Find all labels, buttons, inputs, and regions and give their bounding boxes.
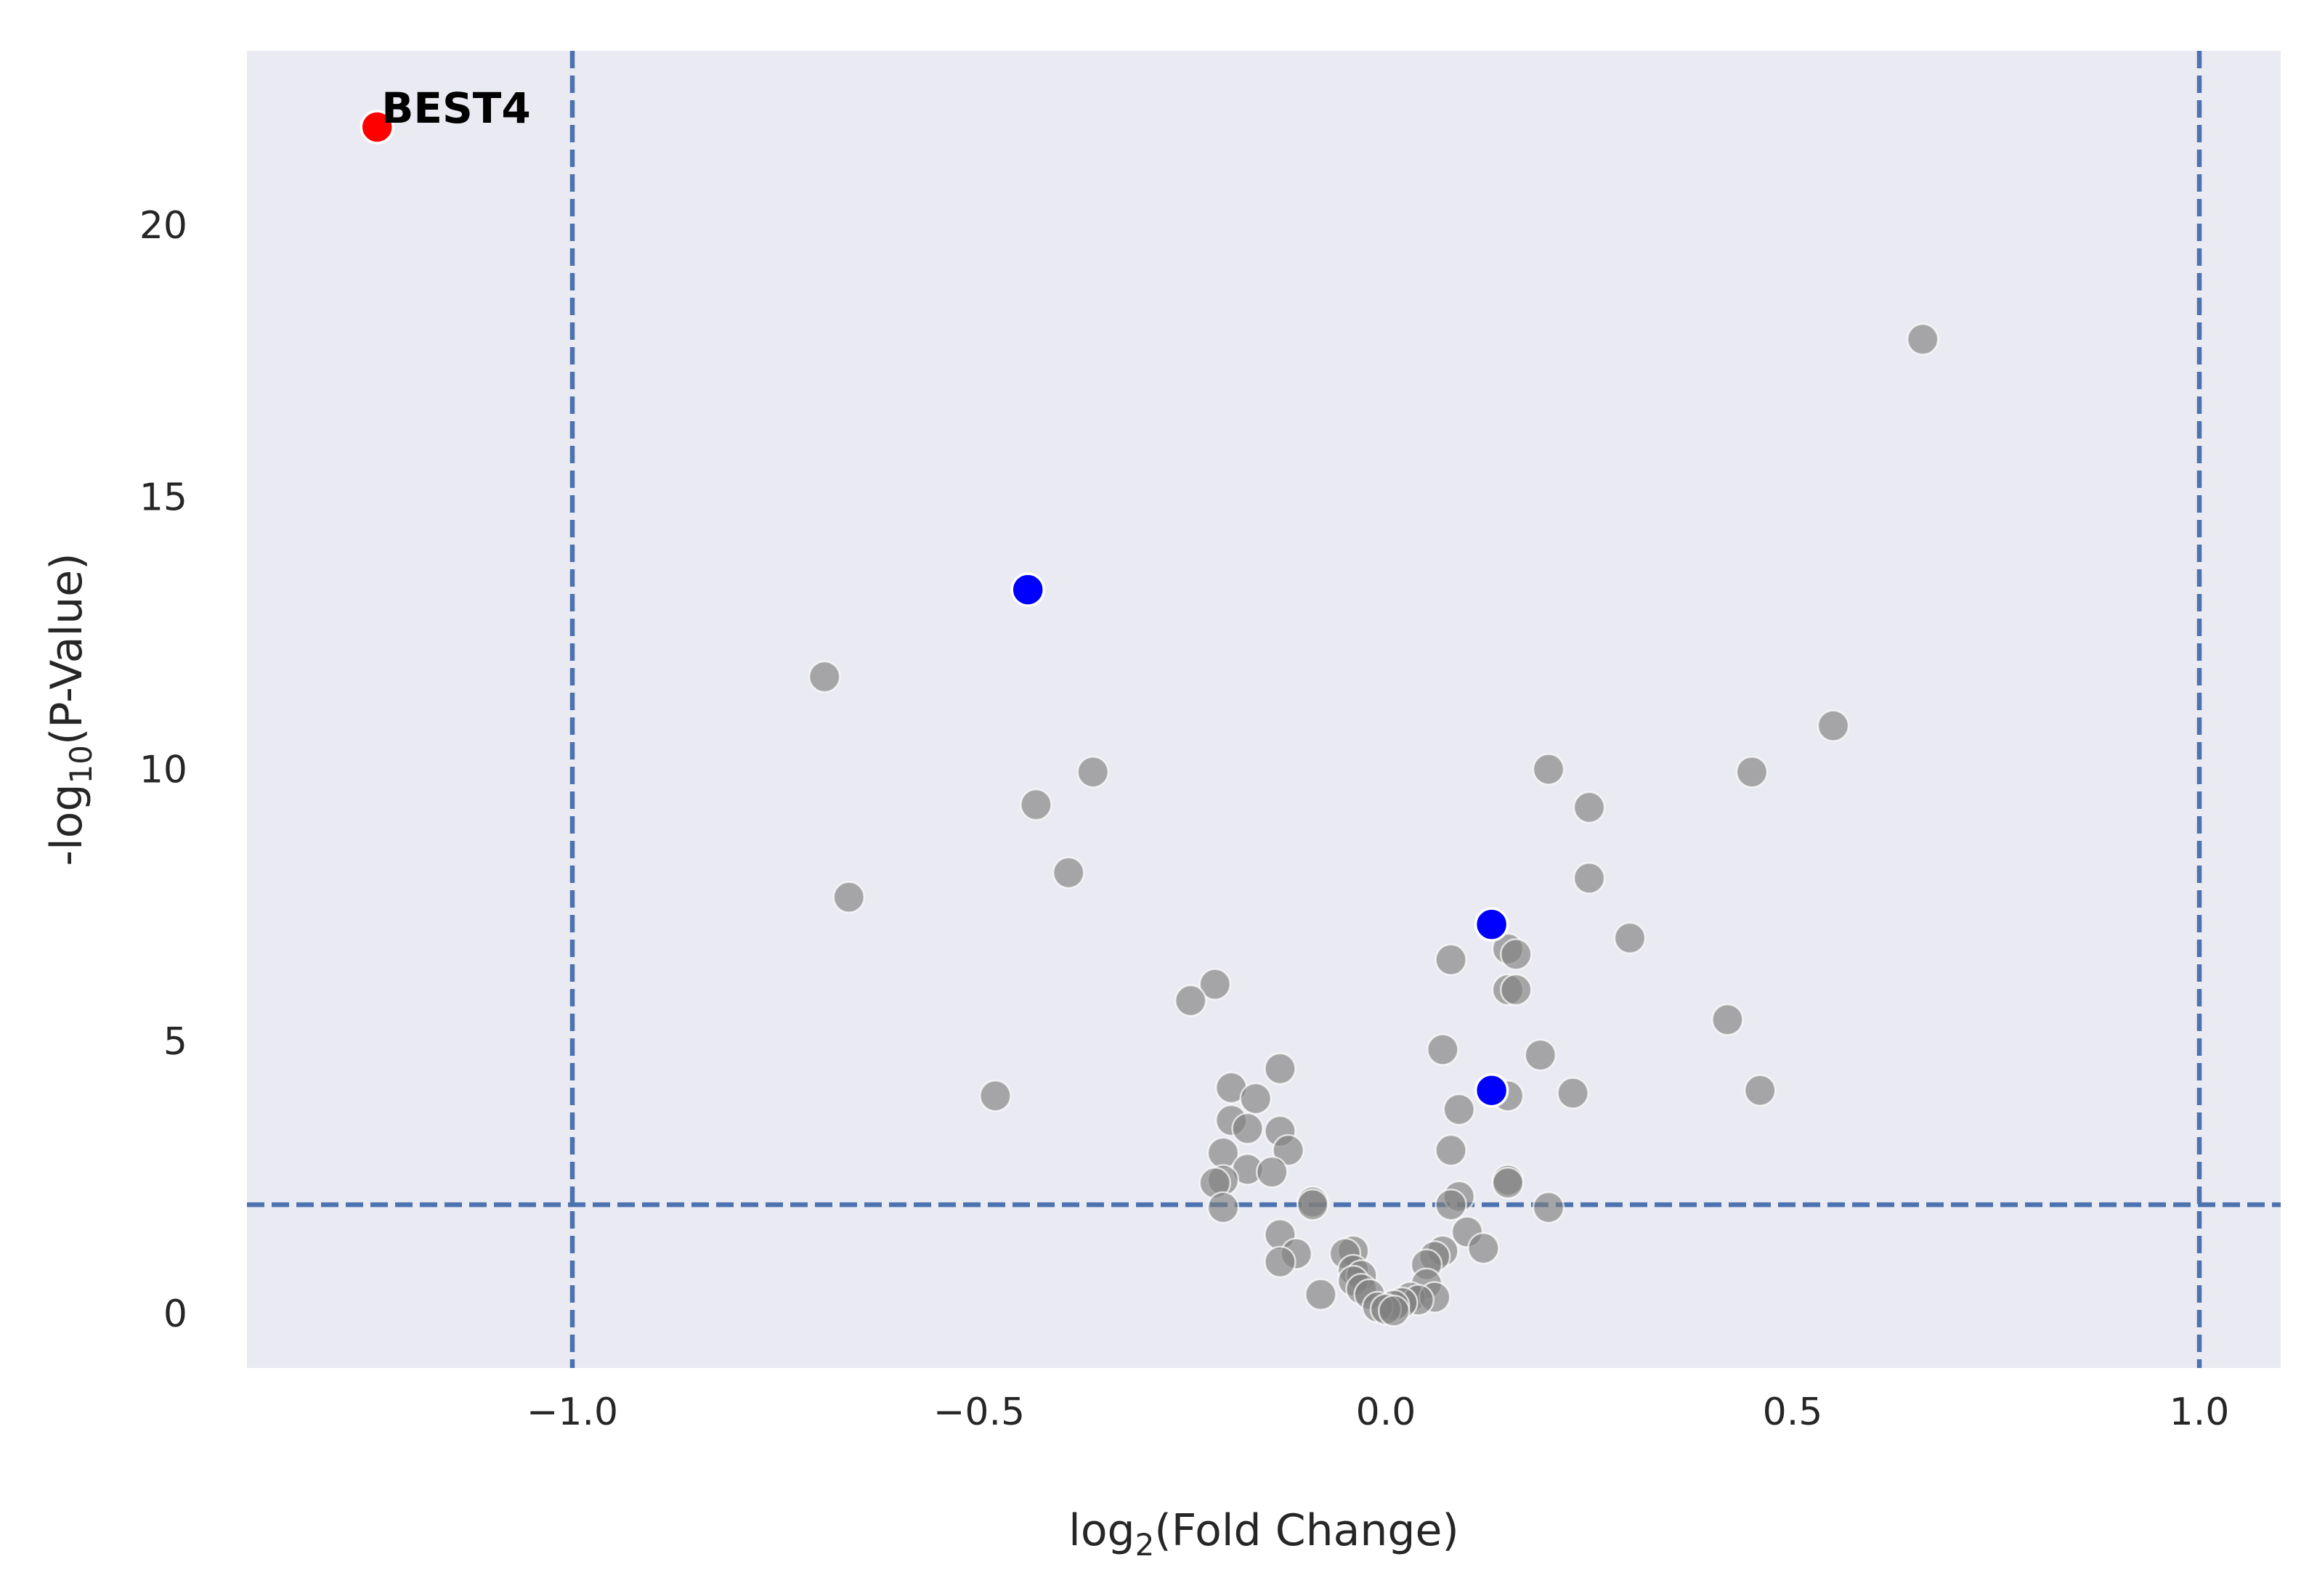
point-non-significant-14: [1435, 943, 1467, 977]
point-non-significant-44: [1435, 1188, 1467, 1221]
point-non-significant-34: [1435, 1133, 1467, 1167]
y-axis-label: -log10(P-Value): [41, 553, 99, 866]
point-non-significant-9: [1573, 862, 1606, 895]
x-tick-label-3: 0.5: [1763, 1391, 1823, 1434]
x-tick-label-0: −1.0: [527, 1391, 618, 1434]
point-highlighted-2: [1474, 1072, 1509, 1108]
y-tick-labels: 0 5 10 15 20: [139, 204, 187, 1336]
x-axis-label: log2(Fold Change): [1068, 1505, 1459, 1563]
point-non-significant-45: [1296, 1188, 1329, 1221]
point-non-significant-29: [1442, 1093, 1476, 1126]
point-non-significant-72: [1377, 1295, 1411, 1327]
point-non-significant-8: [1052, 856, 1085, 889]
point-non-significant-6: [1020, 788, 1052, 821]
point-non-significant-11: [1613, 921, 1647, 955]
point-non-significant-46: [1206, 1191, 1240, 1224]
y-tick-label-2: 10: [139, 748, 187, 791]
point-non-significant-5: [1735, 755, 1769, 789]
point-non-significant-2: [1817, 709, 1850, 742]
point-non-significant-20: [1427, 1033, 1459, 1066]
point-non-significant-7: [1573, 791, 1606, 824]
data-points: [360, 110, 1939, 1327]
point-non-significant-25: [1557, 1077, 1589, 1110]
point-non-significant-31: [1231, 1112, 1264, 1145]
point-non-significant-19: [1711, 1003, 1744, 1036]
point-non-significant-1: [808, 660, 841, 693]
point-non-significant-28: [1239, 1082, 1273, 1115]
y-axis-label-subscript: 10: [63, 745, 99, 783]
annotation-label-0: BEST4: [381, 84, 531, 133]
threshold-lines: [247, 51, 2281, 1368]
y-tick-label-0: 0: [163, 1292, 187, 1336]
x-axis-label-subscript: 2: [1135, 1527, 1155, 1563]
point-non-significant-47: [1532, 1191, 1565, 1224]
annotations: BEST4: [381, 84, 531, 133]
plot-background: [247, 51, 2281, 1368]
point-non-significant-37: [1255, 1155, 1289, 1189]
x-tick-labels: −1.0 −0.5 0.0 0.5 1.0: [527, 1391, 2229, 1434]
point-non-significant-15: [1198, 968, 1232, 1001]
point-highlighted-0: [1010, 572, 1045, 607]
point-non-significant-22: [1264, 1052, 1297, 1085]
point-non-significant-4: [1532, 753, 1565, 786]
x-tick-label-4: 1.0: [2170, 1391, 2230, 1434]
point-non-significant-41: [1491, 1166, 1525, 1200]
x-tick-label-2: 0.0: [1356, 1391, 1416, 1434]
point-non-significant-0: [1906, 323, 1939, 356]
point-non-significant-26: [979, 1079, 1012, 1112]
point-non-significant-13: [1499, 938, 1533, 971]
point-non-significant-17: [1499, 973, 1533, 1006]
point-non-significant-63: [1304, 1278, 1337, 1311]
y-tick-label-4: 20: [139, 204, 187, 248]
point-non-significant-56: [1264, 1245, 1297, 1279]
point-non-significant-21: [1524, 1038, 1557, 1072]
y-tick-label-3: 15: [139, 476, 187, 520]
x-tick-label-1: −0.5: [933, 1391, 1025, 1434]
point-non-significant-10: [832, 881, 866, 913]
point-significant-0: [360, 110, 394, 144]
point-non-significant-18: [1174, 984, 1207, 1017]
point-non-significant-3: [1076, 755, 1110, 789]
point-non-significant-24: [1743, 1074, 1777, 1107]
point-non-significant-50: [1467, 1231, 1500, 1265]
point-non-significant-33: [1272, 1133, 1304, 1167]
point-highlighted-1: [1474, 907, 1509, 942]
y-tick-label-1: 5: [163, 1020, 187, 1064]
